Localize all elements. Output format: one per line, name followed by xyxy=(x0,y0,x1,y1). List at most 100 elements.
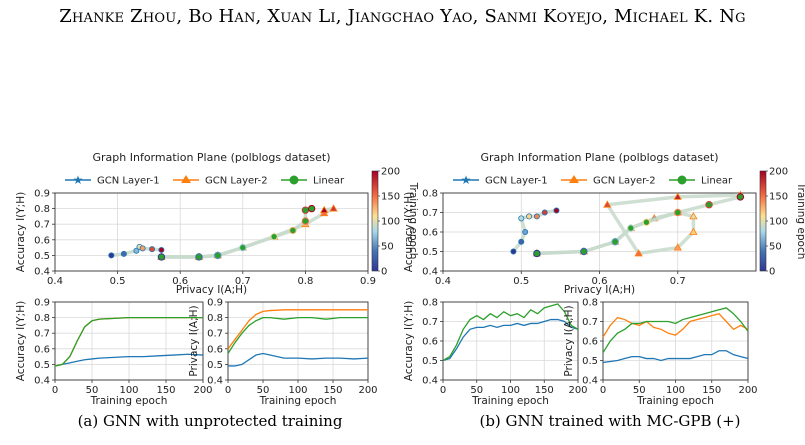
data-point xyxy=(627,224,635,232)
y-axis-label: Privacy I(A;H) xyxy=(563,305,575,376)
plot-title: Graph Information Plane (polblogs datase… xyxy=(93,151,331,164)
y-tick-label: 0.7 xyxy=(582,317,598,328)
data-point xyxy=(736,193,745,201)
circle-icon xyxy=(677,175,687,185)
panel-3: ★ xyxy=(440,170,768,274)
x-tick-label: 0.7 xyxy=(235,276,251,287)
colorbar-tick-label: 100 xyxy=(769,217,788,228)
x-tick-label: 200 xyxy=(738,385,757,396)
triangle-icon xyxy=(181,175,191,183)
y-tick-label: 0.5 xyxy=(422,356,438,367)
data-point xyxy=(553,207,560,214)
y-tick-label: 0.8 xyxy=(422,189,438,200)
x-tick-label: 100 xyxy=(119,385,138,396)
x-tick-label: 200 xyxy=(358,385,377,396)
caption-b: (b) GNN trained with MC-GPB (+) xyxy=(479,412,741,430)
y-tick-label: 0.8 xyxy=(34,313,50,324)
triangle-icon xyxy=(569,175,579,183)
y-axis-label: Accuracy I(Y;H) xyxy=(403,301,415,381)
data-point xyxy=(270,232,278,241)
colorbar xyxy=(759,170,767,272)
x-axis-label: Training epoch xyxy=(259,395,337,407)
data-point xyxy=(634,249,643,257)
y-tick-label: 0.7 xyxy=(422,317,438,328)
y-tick-label: 0.5 xyxy=(34,360,50,371)
y-tick-label: 0.4 xyxy=(34,267,50,278)
x-tick-label: 50 xyxy=(633,385,646,396)
colorbar-tick-label: 200 xyxy=(381,167,400,178)
data-point xyxy=(541,209,548,216)
series-line-gcn-layer-2 xyxy=(227,309,368,350)
y-tick-label: 0.7 xyxy=(34,329,50,340)
data-point xyxy=(533,213,540,220)
y-axis-label: Accuracy I(Y;H) xyxy=(403,192,415,272)
series-line-linear xyxy=(602,307,749,354)
x-tick-label: 50 xyxy=(86,385,99,396)
y-tick-label: 0.9 xyxy=(34,298,50,309)
y-tick-label: 0.4 xyxy=(582,376,598,387)
series-line-linear xyxy=(227,316,368,354)
data-point xyxy=(158,246,165,253)
x-tick-label: 100 xyxy=(666,385,685,396)
y-tick-label: 0.4 xyxy=(422,267,438,278)
plot-frame xyxy=(442,301,579,381)
y-tick-label: 0.8 xyxy=(207,313,223,324)
x-tick-label: 50 xyxy=(257,385,270,396)
data-point xyxy=(301,206,310,214)
panel-1 xyxy=(52,301,204,383)
colorbar-tick-label: 200 xyxy=(769,167,788,178)
y-tick-label: 0.9 xyxy=(207,298,223,309)
y-tick-label: 0.4 xyxy=(207,376,223,387)
data-point xyxy=(673,243,682,251)
data-point xyxy=(518,215,525,222)
y-tick-label: 0.6 xyxy=(34,235,50,246)
x-tick-label: 100 xyxy=(288,385,307,396)
x-axis-label: Privacy I(A;H) xyxy=(564,284,635,296)
data-point xyxy=(705,201,713,209)
y-tick-label: 0.5 xyxy=(582,356,598,367)
panel-0: ★ xyxy=(52,170,380,274)
y-tick-label: 0.5 xyxy=(422,247,438,258)
circle-icon xyxy=(289,175,299,185)
y-tick-label: 0.7 xyxy=(422,208,438,219)
legend-label: Linear xyxy=(313,176,345,187)
data-point xyxy=(157,253,166,261)
data-point xyxy=(108,252,115,259)
colorbar-label: Training epoch xyxy=(407,182,419,260)
x-tick-label: 150 xyxy=(156,385,175,396)
legend-label: GCN Layer-1 xyxy=(97,176,160,187)
colorbar xyxy=(371,170,379,272)
y-tick-label: 0.7 xyxy=(34,220,50,231)
colorbar-tick-label: 150 xyxy=(769,192,788,203)
y-tick-label: 0.5 xyxy=(34,251,50,262)
data-point xyxy=(301,217,310,225)
x-tick-label: 100 xyxy=(501,385,520,396)
data-point xyxy=(580,247,588,256)
y-tick-label: 0.7 xyxy=(207,329,223,340)
x-tick-label: 0 xyxy=(225,385,231,396)
x-tick-label: 0 xyxy=(52,385,58,396)
star-icon: ★ xyxy=(461,173,472,187)
legend-label: GCN Layer-1 xyxy=(485,176,548,187)
x-axis-label: Training epoch xyxy=(471,395,549,407)
data-point xyxy=(642,218,651,226)
trajectory-linear xyxy=(161,206,313,259)
y-axis-label: Accuracy I(Y;H) xyxy=(15,301,27,381)
data-point xyxy=(149,246,156,253)
data-point xyxy=(518,238,525,245)
plot-frame xyxy=(602,301,749,381)
series-line-gcn-layer-1 xyxy=(602,350,749,364)
x-tick-label: 0 xyxy=(600,385,606,396)
plot-frame xyxy=(54,301,204,381)
x-axis-label: Privacy I(A;H) xyxy=(176,284,247,296)
plot-frame xyxy=(227,301,369,381)
data-point xyxy=(307,204,316,213)
colorbar-tick-label: 50 xyxy=(769,242,782,253)
data-point xyxy=(289,226,297,235)
x-tick-label: 0.5 xyxy=(513,276,529,287)
data-point xyxy=(673,192,682,200)
series-line-linear xyxy=(54,316,203,367)
caption-a: (a) GNN with unprotected training xyxy=(77,412,343,430)
data-point xyxy=(133,247,140,254)
